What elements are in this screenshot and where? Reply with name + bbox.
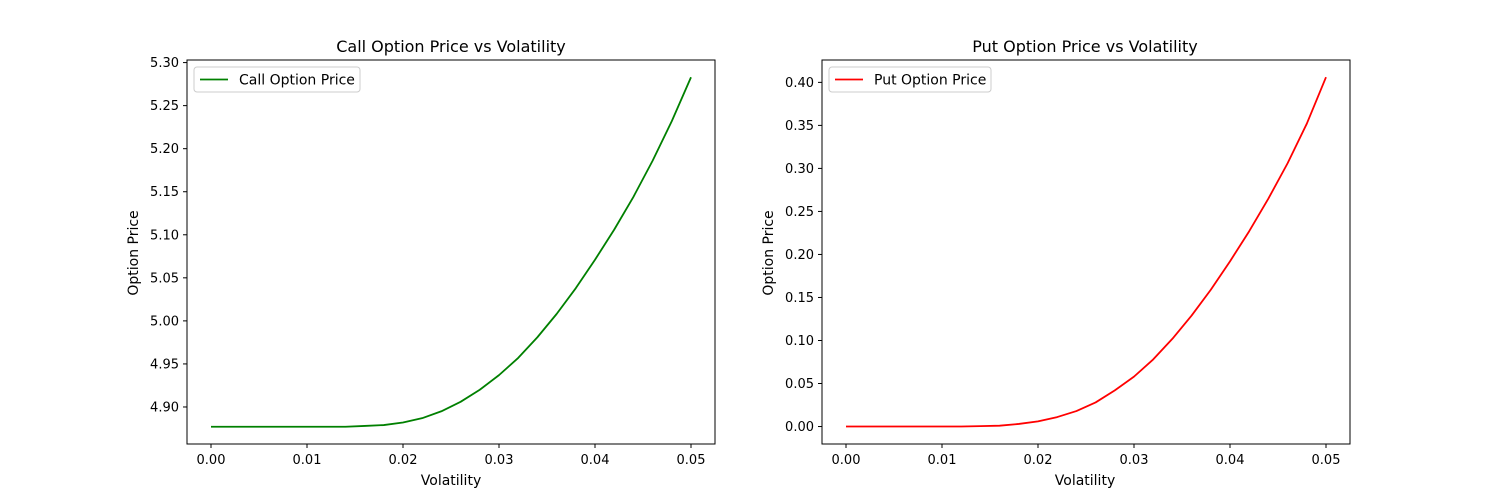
chart-title: Put Option Price vs Volatility bbox=[972, 37, 1197, 56]
x-axis-label: Volatility bbox=[1055, 473, 1115, 489]
x-axis-label: Volatility bbox=[421, 473, 481, 489]
y-tick-label: 5.00 bbox=[150, 314, 179, 329]
x-tick-label: 0.03 bbox=[485, 453, 514, 468]
y-tick-label: 0.30 bbox=[785, 162, 814, 177]
call-plot-area: 0.00 0.01 0.02 0.03 0.04 0.05 4.90 4.95 5.00 5.05… bbox=[150, 56, 716, 468]
x-tick-label: 0.01 bbox=[928, 453, 957, 468]
y-tick-label: 0.00 bbox=[785, 420, 814, 435]
y-tick-label: 5.10 bbox=[150, 228, 179, 243]
y-tick-label: 0.10 bbox=[785, 334, 814, 349]
put-chart: Put Option Price vs Volatility Volatilit… bbox=[761, 37, 1351, 489]
y-tick-label: 0.25 bbox=[785, 205, 814, 220]
x-tick-label: 0.02 bbox=[389, 453, 418, 468]
y-tick-label: 4.95 bbox=[150, 357, 179, 372]
x-tick-label: 0.04 bbox=[581, 453, 610, 468]
series-line bbox=[846, 76, 1327, 428]
call-chart: Call Option Price vs Volatility Volatili… bbox=[126, 37, 716, 489]
y-tick-label: 4.90 bbox=[150, 400, 179, 415]
y-tick-label: 5.20 bbox=[150, 142, 179, 157]
x-tick-label: 0.05 bbox=[677, 453, 706, 468]
y-tick-label: 0.05 bbox=[785, 377, 814, 392]
axes-frame bbox=[186, 59, 716, 445]
y-tick-label: 0.35 bbox=[785, 119, 814, 134]
y-tick-label: 5.15 bbox=[150, 185, 179, 200]
legend-box bbox=[828, 66, 992, 93]
x-tick-label: 0.02 bbox=[1024, 453, 1053, 468]
y-tick-label: 0.20 bbox=[785, 248, 814, 263]
y-axis-label: Option Price bbox=[761, 210, 777, 295]
x-tick-label: 0.00 bbox=[197, 453, 226, 468]
series-line bbox=[211, 76, 692, 428]
x-tick-label: 0.05 bbox=[1312, 453, 1341, 468]
y-tick-label: 5.30 bbox=[150, 56, 179, 71]
y-tick-label: 5.25 bbox=[150, 99, 179, 114]
y-tick-label: 0.15 bbox=[785, 291, 814, 306]
y-tick-label: 5.05 bbox=[150, 271, 179, 286]
y-axis-label: Option Price bbox=[126, 210, 142, 295]
axes-frame bbox=[821, 59, 1351, 445]
x-tick-label: 0.03 bbox=[1120, 453, 1149, 468]
put-plot-area: 0.00 0.01 0.02 0.03 0.04 0.05 0.00 0.05 0.10 0.15… bbox=[785, 59, 1351, 468]
x-tick-label: 0.00 bbox=[832, 453, 861, 468]
chart-title: Call Option Price vs Volatility bbox=[336, 37, 566, 56]
legend-box bbox=[193, 66, 361, 93]
legend-label: Call Option Price bbox=[239, 73, 355, 89]
y-tick-label: 0.40 bbox=[785, 76, 814, 91]
legend-label: Put Option Price bbox=[874, 73, 986, 89]
x-tick-label: 0.01 bbox=[293, 453, 322, 468]
x-tick-label: 0.04 bbox=[1216, 453, 1245, 468]
